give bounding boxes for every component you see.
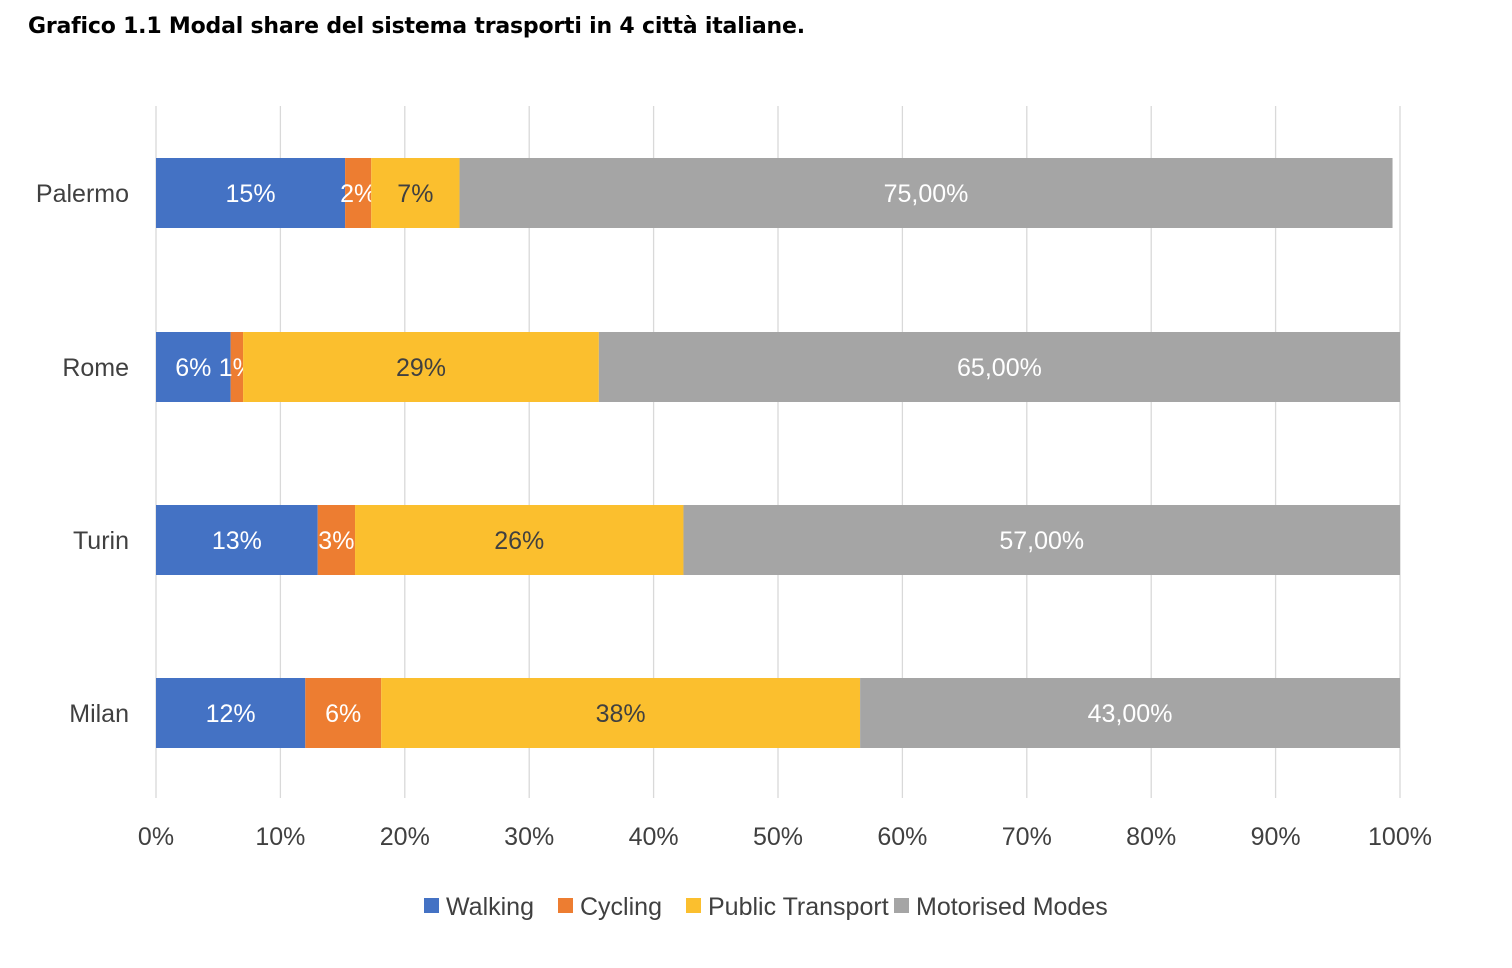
bar-motorised-modes	[860, 678, 1400, 748]
data-label: 12%	[206, 700, 256, 728]
data-label: 6%	[175, 354, 211, 382]
category-label: Rome	[62, 354, 129, 382]
category-label: Turin	[73, 527, 129, 555]
data-label: 13%	[212, 527, 262, 555]
bar-walking	[156, 505, 318, 575]
bar-public-transport	[355, 505, 684, 575]
category-label: Milan	[69, 700, 129, 728]
legend-label: Motorised Modes	[916, 893, 1108, 921]
data-label: 38%	[596, 700, 646, 728]
x-tick-label: 0%	[138, 823, 174, 851]
bar-cycling	[305, 678, 382, 748]
x-tick-label: 30%	[504, 823, 554, 851]
bar-walking	[156, 332, 231, 402]
category-label: Palermo	[36, 180, 129, 208]
data-label: 26%	[494, 527, 544, 555]
bar-public-transport	[243, 332, 599, 402]
bar-cycling	[345, 158, 372, 228]
data-label: 7%	[397, 180, 433, 208]
x-tick-label: 10%	[255, 823, 305, 851]
category-labels: Palermo Rome Turin Milan	[36, 180, 129, 728]
chart-title: Grafico 1.1 Modal share del sistema tras…	[28, 14, 805, 39]
x-tick-label: 60%	[877, 823, 927, 851]
bars: 15% 2% 7% 75,00%6% 1% 29% 65,00%13% 3% 26% 57,00%…	[156, 158, 1400, 748]
bar-public-transport	[381, 678, 861, 748]
bar-cycling	[317, 505, 356, 575]
data-label: 29%	[396, 354, 446, 382]
x-axis-tick-labels: 0% 10% 20% 30% 40% 50% 60% 70% 80% 90% 100%	[138, 823, 1432, 851]
data-label: 15%	[226, 180, 276, 208]
data-label: 2%	[340, 180, 376, 208]
data-label: 6%	[325, 700, 361, 728]
data-label: 43,00%	[1088, 700, 1173, 728]
legend-swatch-motorised-modes	[894, 898, 909, 913]
data-label: 57,00%	[999, 527, 1084, 555]
legend-label: Cycling	[580, 893, 662, 921]
legend: Walking Cycling Public Transport Motorised …	[424, 893, 1108, 921]
x-tick-label: 90%	[1251, 823, 1301, 851]
data-label: 75,00%	[884, 180, 969, 208]
bar-public-transport	[371, 158, 460, 228]
data-label: 3%	[318, 527, 354, 555]
x-tick-label: 50%	[753, 823, 803, 851]
x-tick-label: 70%	[1002, 823, 1052, 851]
bar-cycling	[230, 332, 244, 402]
legend-label: Public Transport	[708, 893, 889, 921]
x-tick-label: 80%	[1126, 823, 1176, 851]
x-tick-label: 20%	[380, 823, 430, 851]
data-label: 65,00%	[957, 354, 1042, 382]
bar-walking	[156, 158, 346, 228]
x-tick-label: 40%	[629, 823, 679, 851]
legend-swatch-walking	[424, 898, 439, 913]
legend-swatch-public-transport	[686, 898, 701, 913]
legend-swatch-cycling	[558, 898, 573, 913]
legend-label: Walking	[446, 893, 534, 921]
x-tick-label: 100%	[1368, 823, 1432, 851]
bar-motorised-modes	[459, 158, 1393, 228]
bar-motorised-modes	[598, 332, 1400, 402]
bar-walking	[156, 678, 306, 748]
bar-motorised-modes	[683, 505, 1400, 575]
